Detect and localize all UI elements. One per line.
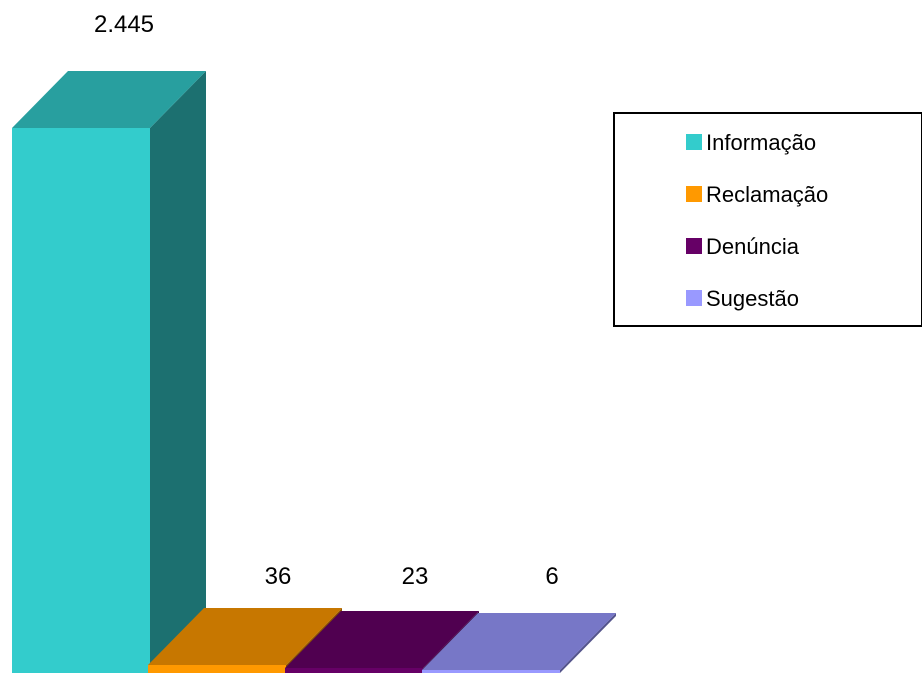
legend-label: Denúncia (706, 234, 800, 259)
legend-swatch (686, 238, 702, 254)
legend-swatch (686, 290, 702, 306)
legend-item-2: Reclamação (686, 182, 828, 207)
data-label-4: 6 (545, 563, 558, 590)
bar-top (285, 611, 479, 668)
bar-front (148, 665, 286, 673)
bar-4 (422, 613, 616, 673)
bar-top (422, 613, 616, 670)
bar-side (560, 613, 616, 673)
data-labels-group: 2.445 36 23 6 (94, 11, 559, 590)
data-label-2: 36 (265, 563, 292, 590)
bar-side (150, 71, 206, 673)
bar-front (422, 670, 560, 673)
bar-front (285, 668, 423, 673)
bar-top (148, 608, 342, 665)
bar-1 (12, 71, 206, 673)
data-label-1: 2.445 (94, 11, 154, 38)
legend-items: Informação Reclamação Denúncia Sugestão (686, 130, 828, 311)
legend-item-3: Denúncia (686, 234, 800, 259)
bars-group (12, 71, 616, 673)
legend-item-4: Sugestão (686, 286, 799, 311)
legend-swatch (686, 186, 702, 202)
legend-label: Sugestão (706, 286, 799, 311)
legend-item-1: Informação (686, 130, 816, 155)
legend-box (613, 112, 922, 327)
bar-top (12, 71, 206, 128)
legend-swatch (686, 134, 702, 150)
legend-label: Reclamação (706, 182, 828, 207)
data-label-3: 23 (402, 563, 429, 590)
legend: Informação Reclamação Denúncia Sugestão (613, 112, 922, 327)
bar-front (12, 128, 150, 673)
legend-label: Informação (706, 130, 816, 155)
